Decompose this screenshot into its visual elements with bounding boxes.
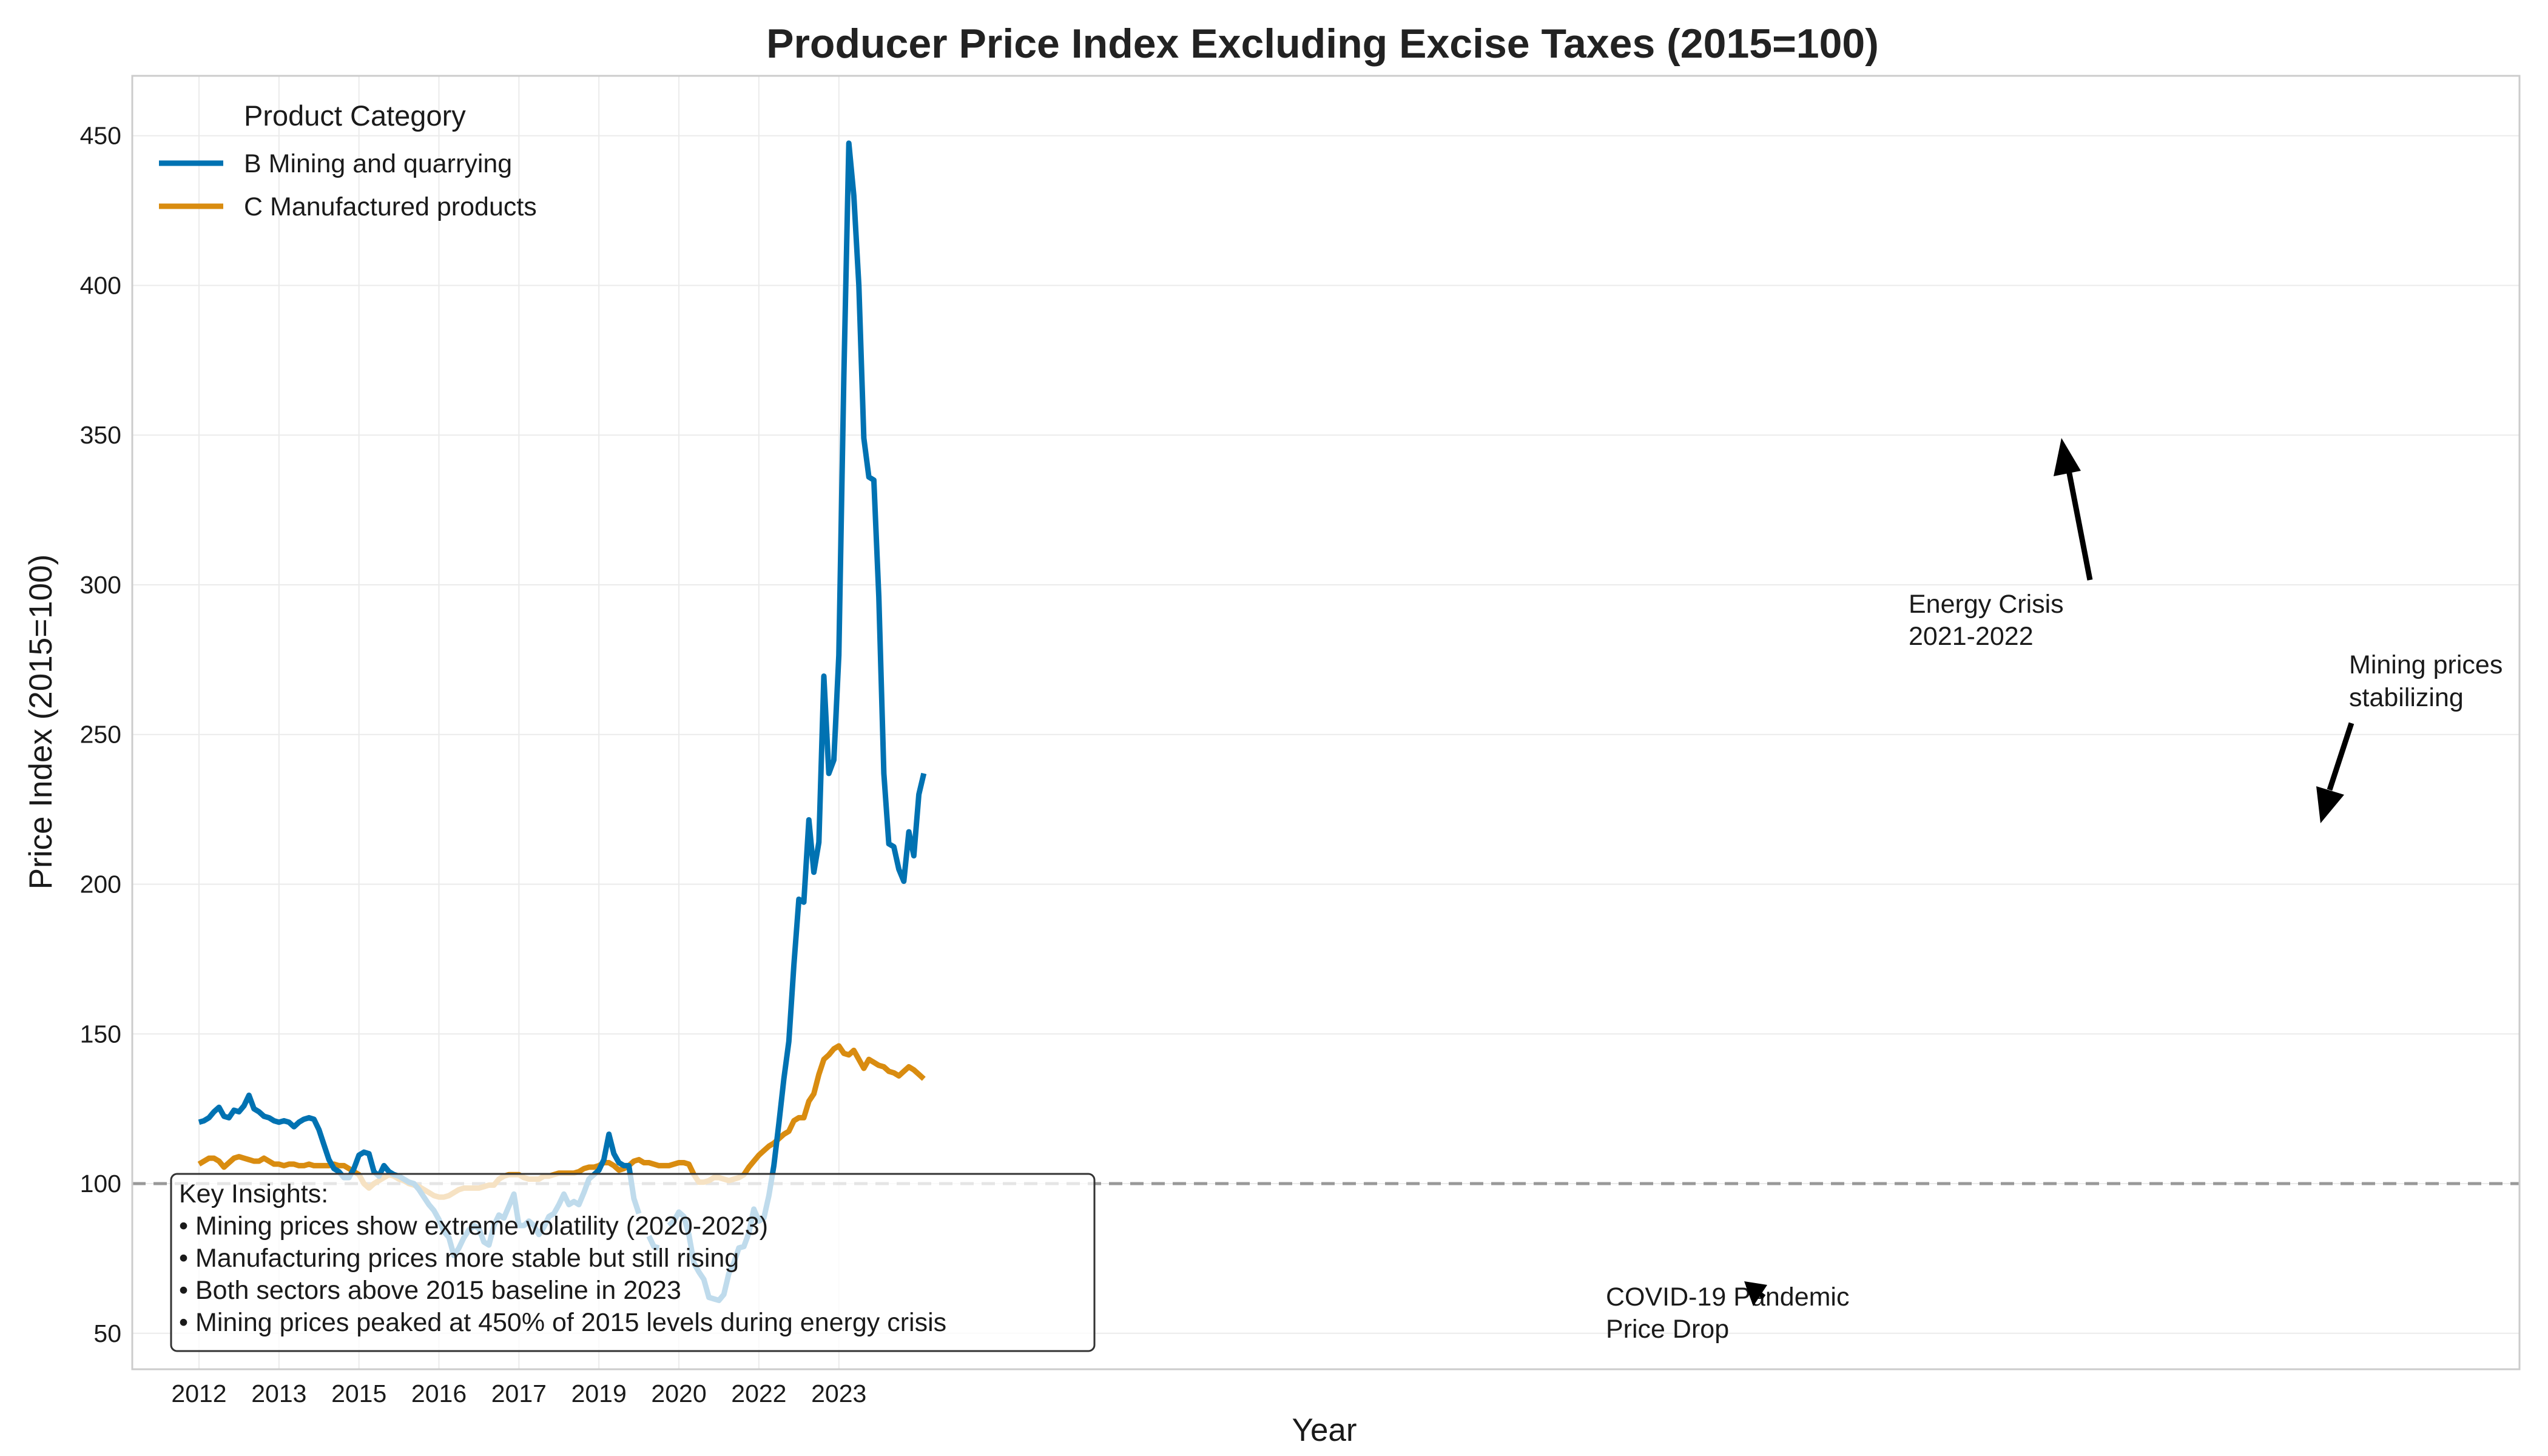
energy-arrow-shaft	[2066, 470, 2093, 581]
y-ticks: 50 100 150 200 250 300 350 400 450	[80, 122, 121, 1347]
x-tick-label: 2015	[331, 1380, 386, 1407]
x-ticks: 2012 2013 2015 2016 2017 2019 2020 2022 2023	[171, 1380, 866, 1407]
x-tick-label: 2013	[251, 1380, 306, 1407]
y-tick-label: 350	[80, 421, 121, 449]
y-tick-label: 250	[80, 721, 121, 749]
insight-item-2: • Manufacturing prices more stable but s…	[179, 1244, 739, 1273]
stabilizing-annotation-line-2: stabilizing	[2349, 683, 2464, 712]
covid-arrow-head	[1744, 1281, 1767, 1306]
annotation-covid: COVID-19 Pandemic Price Drop	[1606, 1281, 1850, 1344]
y-axis-label: Price Index (2015=100)	[23, 554, 59, 889]
insight-item-1: • Mining prices show extreme volatility …	[179, 1212, 768, 1241]
covid-annotation-line-2: Price Drop	[1606, 1315, 1729, 1344]
x-tick-label: 2019	[571, 1380, 627, 1407]
insight-item-4: • Mining prices peaked at 450% of 2015 l…	[179, 1308, 946, 1337]
x-tick-label: 2023	[811, 1380, 866, 1407]
legend-title: Product Category	[244, 99, 466, 132]
stabilizing-arrow-shaft	[2327, 722, 2354, 791]
insights-box: Key Insights: • Mining prices show extre…	[170, 1173, 1096, 1352]
x-tick-label: 2016	[411, 1380, 467, 1407]
legend-label-mining: B Mining and quarrying	[244, 149, 512, 178]
stabilizing-annotation-line-1: Mining prices	[2349, 650, 2502, 679]
insights-title: Key Insights:	[179, 1179, 328, 1208]
y-tick-label: 100	[80, 1170, 121, 1198]
x-tick-label: 2020	[651, 1380, 706, 1407]
energy-annotation-line-1: Energy Crisis	[1909, 590, 2064, 619]
plot-area	[132, 76, 2519, 1369]
annotation-energy-crisis: Energy Crisis 2021-2022	[1909, 438, 2093, 651]
energy-arrow-head	[2054, 438, 2081, 476]
x-tick-label: 2022	[731, 1380, 786, 1407]
chart-title: Producer Price Index Excluding Excise Ta…	[766, 21, 1879, 67]
legend-label-manufactured: C Manufactured products	[244, 192, 537, 221]
y-tick-label: 150	[80, 1020, 121, 1048]
x-tick-label: 2017	[491, 1380, 547, 1407]
y-tick-label: 400	[80, 271, 121, 299]
energy-annotation-line-2: 2021-2022	[1909, 622, 2034, 651]
y-tick-label: 450	[80, 122, 121, 150]
x-axis-label: Year	[1292, 1412, 1357, 1448]
y-tick-label: 50	[93, 1320, 121, 1347]
x-tick-label: 2012	[171, 1380, 226, 1407]
y-tick-label: 300	[80, 571, 121, 599]
legend: Product Category B Mining and quarrying …	[159, 99, 537, 221]
insight-item-3: • Both sectors above 2015 baseline in 20…	[179, 1276, 681, 1305]
y-tick-label: 200	[80, 871, 121, 898]
stabilizing-arrow-head	[2316, 786, 2344, 823]
covid-annotation-line-1: COVID-19 Pandemic	[1606, 1282, 1850, 1312]
annotation-mining-stabilizing: Mining prices stabilizing	[2316, 650, 2502, 823]
plot-frame	[131, 75, 2521, 1370]
insights-frame	[170, 1173, 1096, 1352]
